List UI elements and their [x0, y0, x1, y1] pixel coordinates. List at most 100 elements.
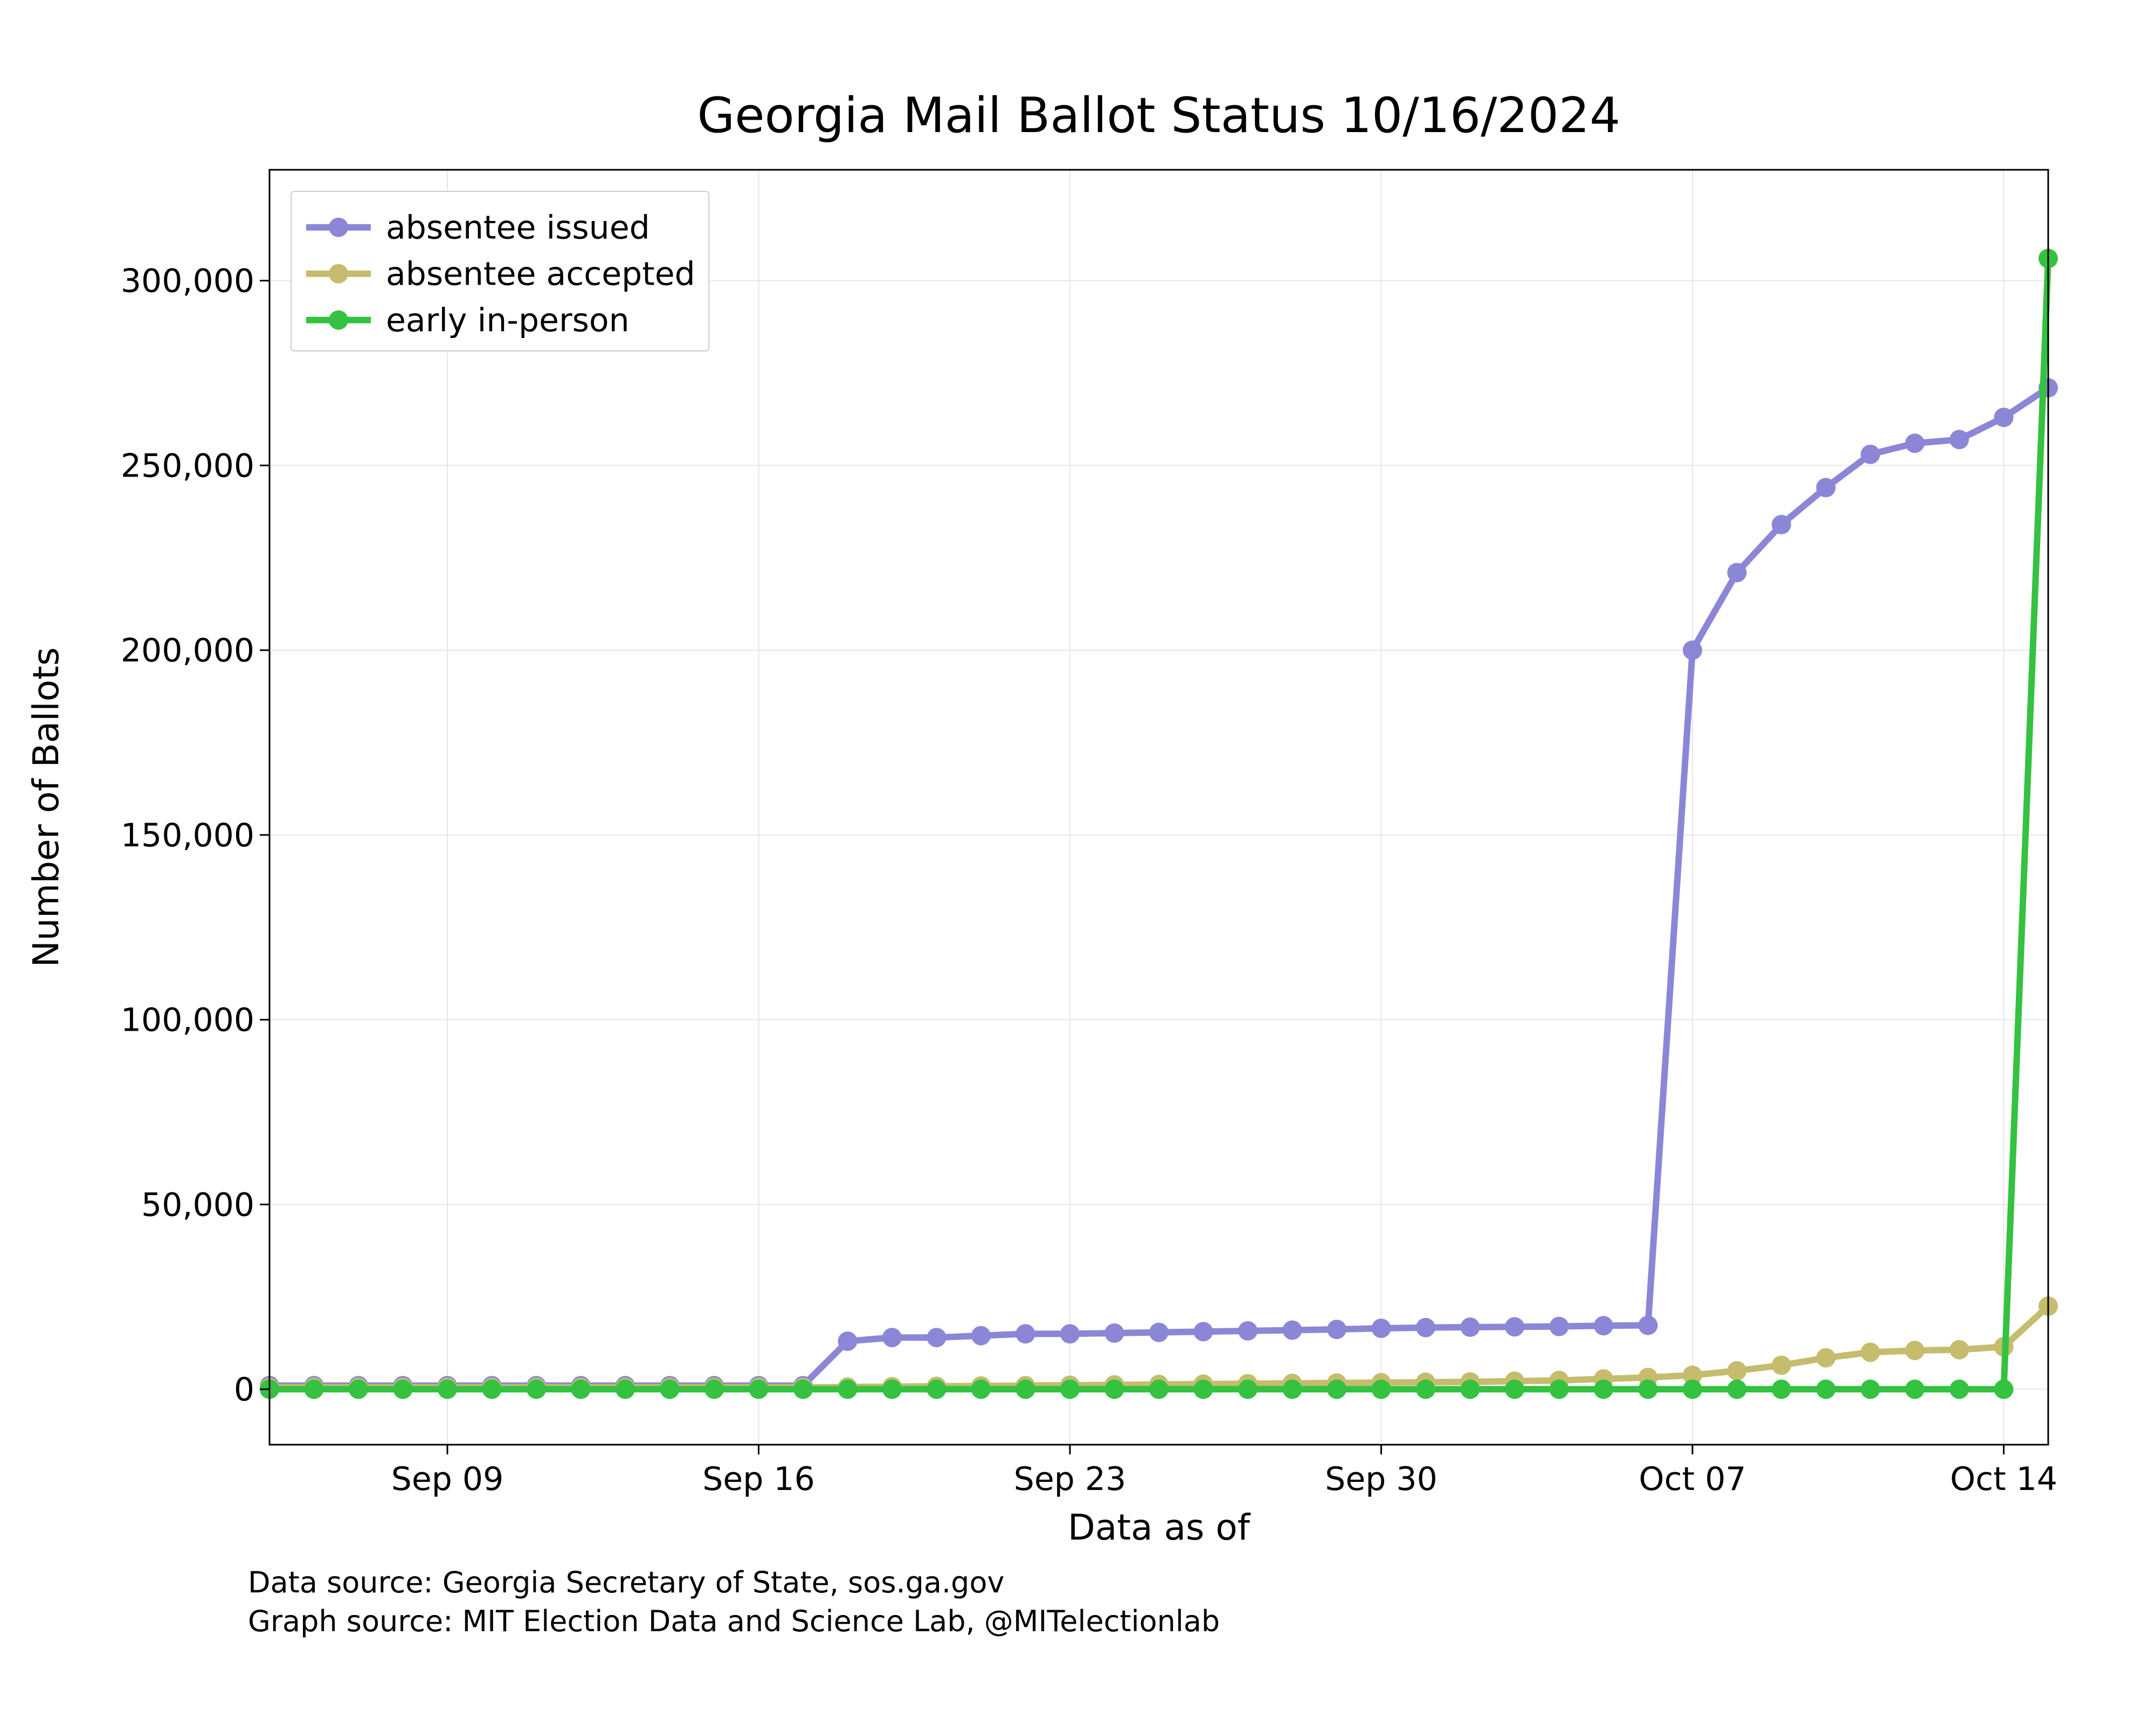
series-marker [1861, 445, 1880, 464]
series-marker [1683, 1379, 1702, 1399]
series-marker [1372, 1319, 1391, 1338]
series-marker [616, 1379, 635, 1399]
y-tick-label: 100,000 [121, 1002, 254, 1039]
series-marker [882, 1328, 902, 1347]
series-marker [793, 1379, 813, 1399]
series-marker [1461, 1379, 1480, 1399]
series-marker [1327, 1320, 1346, 1339]
series-marker [1861, 1343, 1880, 1362]
y-tick-label: 0 [234, 1371, 254, 1409]
legend-label: absentee issued [386, 209, 650, 247]
series-marker [438, 1379, 457, 1399]
series-marker [1727, 1361, 1747, 1381]
series-marker [1149, 1379, 1169, 1399]
legend-sample-marker [329, 264, 348, 284]
x-tick-label: Sep 16 [702, 1460, 815, 1498]
series-marker [1639, 1316, 1658, 1335]
chart-container: Sep 09 Sep 16 Sep 23 Sep 30 Oct 07 Oct 14 0 50,… [0, 0, 2156, 1725]
series-marker [1994, 408, 2014, 427]
series-marker [305, 1379, 324, 1399]
series-marker [1194, 1379, 1213, 1399]
series-marker [838, 1379, 858, 1399]
series-marker [971, 1326, 991, 1346]
series-marker [1816, 478, 1836, 498]
series-marker [1105, 1323, 1124, 1343]
legend-sample-marker [329, 218, 348, 237]
series-marker [1327, 1379, 1346, 1399]
chart-title: Georgia Mail Ballot Status 10/16/2024 [697, 87, 1621, 144]
series-marker [1683, 640, 1702, 660]
series-marker [1372, 1379, 1391, 1399]
series-marker [1950, 1379, 1969, 1399]
series-marker [1016, 1324, 1035, 1343]
series-marker [1550, 1379, 1569, 1399]
series-marker [1727, 1379, 1747, 1399]
legend-label: early in-person [386, 302, 630, 340]
x-tick-label: Sep 09 [391, 1460, 504, 1498]
x-axis-label: Data as of [1068, 1507, 1251, 1548]
series-marker [1505, 1379, 1524, 1399]
series-marker [1416, 1318, 1435, 1337]
series-marker [393, 1379, 413, 1399]
series-marker [882, 1379, 902, 1399]
series-marker [1594, 1316, 1613, 1335]
series-marker [1950, 1340, 1969, 1360]
y-tick-label: 200,000 [121, 632, 254, 670]
series-marker [1283, 1379, 1302, 1399]
series-marker [1905, 433, 1925, 453]
y-tick-label: 300,000 [121, 263, 254, 300]
series-marker [1105, 1379, 1124, 1399]
y-ticks: 0 50,000 100,000 150,000 200,000 250,000 300,0… [121, 263, 270, 1409]
series-marker [571, 1379, 591, 1399]
x-tick-label: Sep 23 [1014, 1460, 1127, 1498]
x-ticks: Sep 09 Sep 16 Sep 23 Sep 30 Oct 07 Oct 14 [391, 1445, 2057, 1498]
series-marker [1016, 1379, 1035, 1399]
series-marker [1772, 1356, 1791, 1375]
series-marker [1594, 1379, 1613, 1399]
series-marker [749, 1379, 769, 1399]
series-marker [927, 1379, 946, 1399]
series-marker [660, 1379, 680, 1399]
legend-sample-marker [329, 310, 348, 330]
series-marker [1772, 515, 1791, 534]
series-marker [1238, 1379, 1257, 1399]
series-marker [1416, 1379, 1435, 1399]
series-marker [1905, 1341, 1925, 1360]
x-tick-label: Sep 30 [1325, 1460, 1438, 1498]
x-tick-label: Oct 07 [1639, 1460, 1746, 1498]
chart-svg: Sep 09 Sep 16 Sep 23 Sep 30 Oct 07 Oct 14 0 50,… [0, 0, 2156, 1725]
series-marker [971, 1379, 991, 1399]
series-marker [838, 1331, 858, 1351]
series-marker [1861, 1379, 1880, 1399]
series-marker [1905, 1379, 1925, 1399]
series-marker [1994, 1379, 2014, 1399]
series-marker [1950, 430, 1969, 449]
series-marker [1639, 1379, 1658, 1399]
series-marker [1149, 1323, 1169, 1342]
y-tick-label: 250,000 [121, 447, 254, 485]
series-marker [349, 1379, 368, 1399]
series-marker [1505, 1317, 1524, 1336]
footer-line-1: Data source: Georgia Secretary of State,… [248, 1565, 1004, 1599]
y-axis-label: Number of Ballots [25, 647, 67, 968]
plot-area [270, 170, 2048, 1445]
x-tick-label: Oct 14 [1950, 1460, 2057, 1498]
series-marker [1816, 1348, 1836, 1368]
series-marker [1727, 563, 1747, 582]
series-marker [527, 1379, 546, 1399]
series-marker [1772, 1379, 1791, 1399]
series-marker [1816, 1379, 1836, 1399]
footer-line-2: Graph source: MIT Election Data and Scie… [248, 1604, 1220, 1638]
series-marker [1194, 1322, 1213, 1341]
series-marker [1238, 1321, 1257, 1341]
series-marker [1550, 1317, 1569, 1336]
legend: absentee issued absentee accepted early in… [291, 191, 709, 351]
series-marker [1283, 1320, 1302, 1340]
series-marker [1060, 1379, 1080, 1399]
legend-label: absentee accepted [386, 256, 695, 293]
y-tick-label: 150,000 [121, 817, 254, 854]
series-marker [1461, 1317, 1480, 1337]
series-marker [1060, 1324, 1080, 1343]
series-marker [482, 1379, 502, 1399]
y-tick-label: 50,000 [141, 1186, 254, 1224]
